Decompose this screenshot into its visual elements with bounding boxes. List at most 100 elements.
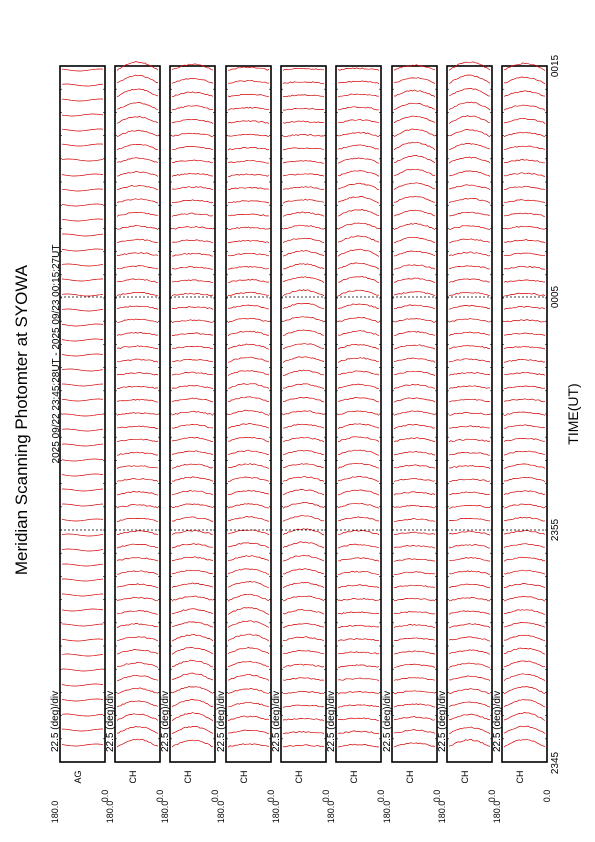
trace-line	[227, 200, 270, 204]
trace-line	[227, 304, 270, 310]
trace-line	[504, 76, 546, 85]
y-range-max-label: 180.0	[492, 801, 502, 824]
trace-line	[282, 343, 325, 350]
trace-line	[171, 292, 214, 297]
trace-line	[171, 726, 214, 735]
trace-line	[393, 182, 436, 190]
trace-line	[116, 252, 159, 257]
panel-2: 22.5 (deg)/div 180.0 0.0 CH	[105, 61, 165, 823]
trace-line	[448, 115, 491, 124]
panel-1: 22.5 (deg)/div 180.0 0.0 AG	[50, 65, 110, 823]
trace-line	[393, 357, 436, 363]
trace-line	[61, 278, 103, 282]
trace-line	[227, 422, 270, 429]
trace-line	[337, 691, 380, 695]
trace-line	[448, 491, 491, 496]
trace-line	[448, 101, 491, 111]
trace-line	[227, 291, 270, 296]
trace-line	[116, 291, 159, 297]
trace-line	[282, 186, 325, 190]
trace-line	[282, 744, 325, 748]
trace-line	[337, 743, 379, 748]
trace-line	[282, 581, 325, 589]
panel-traces	[116, 61, 159, 748]
panel-6: 22.5 (deg)/div 180.0 0.0 CH	[326, 65, 386, 823]
trace-line	[503, 359, 546, 363]
trace-line	[282, 463, 325, 469]
trace-line	[171, 397, 214, 403]
trace-line	[171, 132, 214, 137]
trace-line	[448, 385, 490, 389]
trace-line	[503, 104, 546, 111]
trace-line	[282, 224, 325, 230]
trace-line	[503, 385, 546, 389]
trace-line	[171, 105, 214, 111]
trace-line	[448, 129, 491, 138]
trace-line	[393, 477, 436, 482]
trace-line	[171, 77, 214, 84]
trace-line	[503, 450, 546, 456]
trace-line	[503, 411, 546, 416]
trace-line	[448, 238, 491, 244]
trace-line	[116, 649, 159, 655]
trace-line	[172, 306, 214, 310]
trace-line	[503, 319, 546, 323]
trace-line	[61, 743, 104, 747]
trace-line	[227, 688, 270, 695]
trace-line	[448, 649, 491, 655]
trace-line	[227, 93, 270, 98]
trace-line	[503, 185, 546, 191]
trace-line	[337, 344, 380, 350]
trace-line	[337, 570, 380, 576]
scale-label: 22.5 (deg)/div	[437, 691, 448, 752]
trace-line	[448, 726, 491, 735]
trace-line	[117, 425, 159, 429]
trace-line	[61, 683, 104, 687]
trace-line	[393, 650, 436, 655]
trace-line	[337, 584, 380, 589]
trace-line	[393, 344, 436, 350]
trace-line	[116, 543, 159, 549]
trace-line	[171, 159, 214, 164]
trace-line	[337, 357, 380, 363]
trace-line	[227, 252, 270, 257]
channel-label: CH	[239, 771, 249, 784]
trace-line	[227, 568, 270, 575]
trace-line	[503, 437, 546, 442]
trace-line	[227, 674, 270, 681]
trace-line	[61, 548, 104, 552]
trace-line	[282, 81, 325, 84]
trace-line	[282, 650, 325, 655]
trace-line	[448, 358, 491, 363]
trace-line	[337, 80, 380, 85]
panel-traces	[171, 63, 214, 748]
trace-line	[61, 218, 104, 222]
trace-line	[61, 713, 104, 717]
trace-line	[116, 438, 159, 443]
trace-line	[282, 568, 325, 575]
trace-line	[171, 476, 214, 482]
trace-line	[393, 690, 436, 694]
trace-line	[116, 583, 159, 588]
trace-line	[61, 158, 104, 162]
panel-7: 22.5 (deg)/div 180.0 0.0 CH	[382, 64, 442, 823]
trace-line	[62, 488, 104, 492]
trace-line	[393, 291, 436, 297]
trace-line	[393, 196, 436, 203]
channel-label: CH	[515, 771, 525, 784]
trace-line	[171, 279, 214, 284]
trace-line	[503, 503, 546, 509]
trace-line	[116, 725, 159, 734]
trace-line	[282, 68, 324, 71]
trace-line	[282, 397, 325, 403]
trace-line	[61, 83, 104, 87]
trace-line	[227, 449, 270, 456]
trace-line	[503, 647, 546, 655]
trace-line	[282, 541, 325, 549]
trace-line	[171, 212, 214, 217]
trace-line	[338, 449, 380, 456]
trace-line	[337, 262, 380, 270]
panel-traces	[448, 61, 491, 747]
trace-line	[393, 223, 436, 231]
